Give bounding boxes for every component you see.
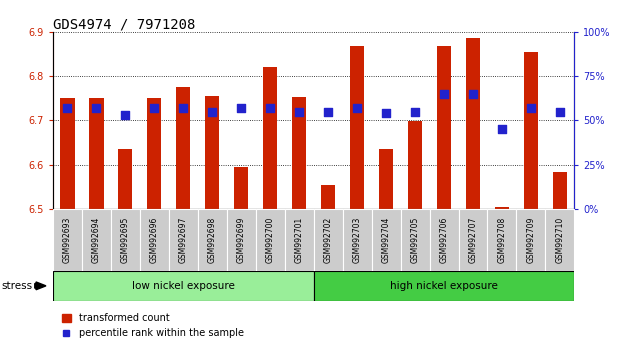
Point: [497, 126, 507, 132]
Point: [381, 110, 391, 116]
Bar: [292, 97, 306, 209]
Text: low nickel exposure: low nickel exposure: [132, 281, 235, 291]
Text: GSM992708: GSM992708: [497, 216, 507, 263]
Text: GSM992709: GSM992709: [527, 216, 535, 263]
Text: GSM992699: GSM992699: [237, 216, 246, 263]
Point: [294, 109, 304, 114]
Bar: [314, 271, 574, 301]
Bar: [82, 209, 111, 271]
Point: [149, 105, 159, 111]
Text: GSM992693: GSM992693: [63, 216, 72, 263]
Point: [120, 112, 130, 118]
Point: [236, 105, 246, 111]
Bar: [256, 209, 284, 271]
Point: [352, 105, 362, 111]
Text: GSM992705: GSM992705: [410, 216, 420, 263]
Text: GSM992704: GSM992704: [381, 216, 391, 263]
Point: [410, 109, 420, 114]
Point: [555, 109, 565, 114]
Bar: [314, 209, 343, 271]
Bar: [487, 209, 517, 271]
Bar: [205, 96, 219, 209]
Text: GSM992706: GSM992706: [440, 216, 448, 263]
Text: GSM992700: GSM992700: [266, 216, 274, 263]
Point: [265, 105, 275, 111]
Bar: [437, 46, 451, 209]
Bar: [140, 209, 169, 271]
Text: GSM992695: GSM992695: [120, 216, 130, 263]
Text: high nickel exposure: high nickel exposure: [390, 281, 498, 291]
Legend: transformed count, percentile rank within the sample: transformed count, percentile rank withi…: [58, 309, 248, 342]
Bar: [169, 209, 197, 271]
Bar: [147, 98, 161, 209]
Bar: [458, 209, 487, 271]
Bar: [197, 209, 227, 271]
Text: GSM992707: GSM992707: [468, 216, 478, 263]
Bar: [53, 209, 82, 271]
Point: [439, 91, 449, 97]
Bar: [176, 87, 191, 209]
Text: GSM992697: GSM992697: [179, 216, 188, 263]
Bar: [466, 39, 480, 209]
Text: GSM992710: GSM992710: [555, 216, 564, 263]
Bar: [234, 167, 248, 209]
Bar: [350, 46, 365, 209]
Bar: [321, 184, 335, 209]
Bar: [371, 209, 401, 271]
Point: [468, 91, 478, 97]
Text: GDS4974 / 7971208: GDS4974 / 7971208: [53, 18, 195, 32]
Text: stress: stress: [2, 281, 33, 291]
Point: [207, 109, 217, 114]
Bar: [53, 271, 314, 301]
Bar: [111, 209, 140, 271]
Text: GSM992696: GSM992696: [150, 216, 159, 263]
Text: GSM992694: GSM992694: [92, 216, 101, 263]
Point: [62, 105, 72, 111]
Bar: [89, 98, 104, 209]
Bar: [284, 209, 314, 271]
Bar: [495, 207, 509, 209]
Text: GSM992701: GSM992701: [294, 216, 304, 263]
Text: GSM992703: GSM992703: [353, 216, 361, 263]
Text: GSM992702: GSM992702: [324, 216, 333, 263]
Bar: [263, 67, 278, 209]
Bar: [553, 172, 567, 209]
Bar: [118, 149, 132, 209]
Bar: [408, 121, 422, 209]
Bar: [60, 98, 75, 209]
Bar: [379, 149, 393, 209]
Point: [178, 105, 188, 111]
Point: [526, 105, 536, 111]
Text: GSM992698: GSM992698: [207, 216, 217, 263]
Bar: [430, 209, 458, 271]
Bar: [401, 209, 430, 271]
Bar: [227, 209, 256, 271]
Bar: [524, 52, 538, 209]
Bar: [343, 209, 371, 271]
Bar: [517, 209, 545, 271]
Point: [323, 109, 333, 114]
Bar: [545, 209, 574, 271]
Point: [91, 105, 101, 111]
